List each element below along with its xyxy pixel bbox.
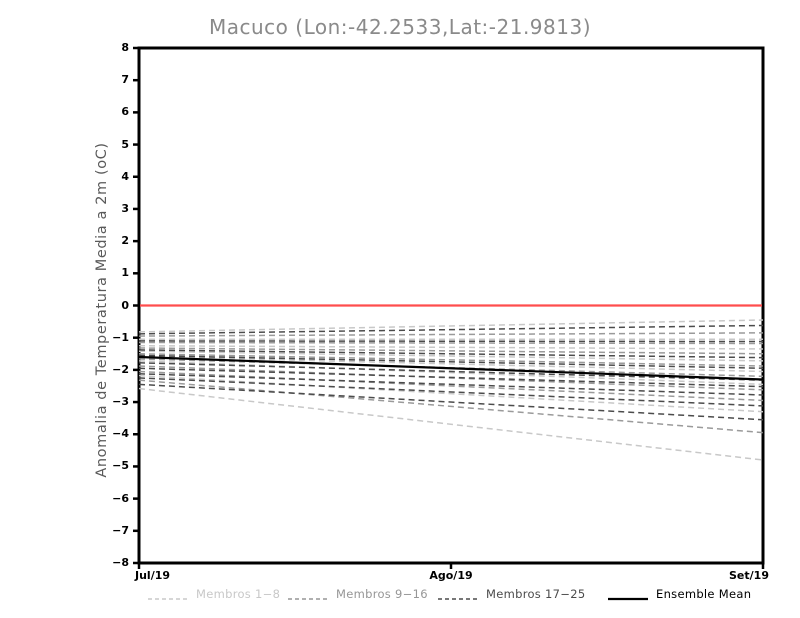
y-axis-tick-label: 2 [121, 234, 129, 248]
ensemble-member-line [138, 319, 764, 333]
legend-item[interactable]: Membros 9−16 [288, 586, 428, 602]
y-axis-tick-label: −1 [112, 330, 129, 344]
legend-swatch-icon [288, 589, 328, 600]
ensemble-member-line [138, 387, 764, 461]
ensemble-member-line [138, 367, 764, 388]
legend-label: Ensemble Mean [656, 587, 752, 601]
ensemble-member-line [138, 349, 764, 359]
y-axis-tick-label: −2 [112, 362, 129, 376]
ensemble-member-line [138, 324, 764, 335]
ensemble-member-line [138, 360, 764, 386]
y-axis-tick-label: 0 [121, 298, 129, 312]
ensemble-member-line [138, 340, 764, 343]
chart-legend: Membros 1−8 Membros 9−16 Membros 17−25 Ense… [138, 586, 768, 604]
y-axis-tick-label: −8 [112, 556, 129, 569]
ensemble-member-line [138, 370, 764, 402]
y-axis-tick-label: 6 [121, 105, 129, 119]
ensemble-member-line [138, 353, 764, 367]
ensemble-member-line [138, 377, 764, 407]
ensemble-member-line [138, 379, 764, 434]
legend-label: Membros 17−25 [486, 587, 586, 601]
y-axis-tick-label: 7 [121, 73, 129, 87]
y-axis-tick-label: 5 [121, 137, 129, 151]
x-axis-tick-label: Jul/19 [135, 569, 171, 582]
ensemble-member-line [138, 374, 764, 413]
ensemble-member-line [138, 332, 764, 337]
legend-label: Membros 1−8 [196, 587, 281, 601]
legend-swatch-icon [608, 589, 648, 601]
y-axis-tick-label: −6 [112, 491, 129, 505]
ensemble-member-line [138, 344, 764, 350]
legend-item[interactable]: Membros 1−8 [148, 586, 280, 602]
page-title: Macuco (Lon:-42.2533,Lat:-21.9813) [209, 15, 591, 39]
y-axis-tick-label: 8 [121, 41, 129, 54]
legend-swatch-icon [438, 589, 478, 600]
y-axis-tick-label: 4 [121, 169, 129, 183]
y-axis-tick-label: −3 [112, 395, 129, 409]
ensemble-member-line [138, 341, 764, 345]
x-axis-tick-label: Set/19 [729, 569, 769, 582]
legend-label: Membros 9−16 [336, 587, 428, 601]
y-axis-tick-label: 1 [121, 266, 129, 280]
ensemble-member-line [138, 362, 764, 381]
ensemble-member-line [138, 350, 764, 362]
y-axis-tick-label: 3 [121, 201, 129, 215]
ensemble-member-line [138, 355, 764, 373]
y-axis-tick-label: −7 [112, 523, 129, 537]
ensemble-member-line [138, 354, 764, 370]
ensemble-mean-line [138, 355, 764, 381]
ensemble-member-line [138, 372, 764, 396]
ensemble-member-line [138, 383, 764, 421]
y-axis-tick-label: −4 [112, 427, 129, 441]
legend-item[interactable]: Membros 17−25 [438, 586, 585, 602]
legend-item[interactable]: Ensemble Mean [608, 586, 751, 602]
legend-swatch-icon [148, 589, 188, 600]
ensemble-member-line [138, 347, 764, 355]
y-axis-tick-label: −5 [112, 459, 129, 473]
x-axis-tick-label: Ago/19 [429, 569, 473, 582]
